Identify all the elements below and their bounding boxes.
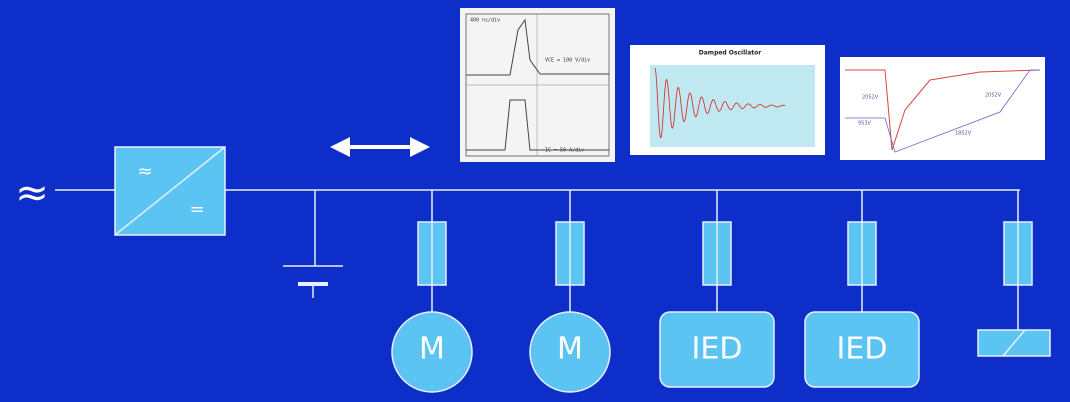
double-arrow — [330, 137, 430, 157]
voltage-scale: VCE = 100 V/div — [545, 58, 590, 64]
load-label: IED — [837, 332, 888, 367]
oscillator-title: Damped Oscillator — [699, 50, 761, 57]
load-label: IED — [692, 332, 743, 367]
transient-label: 2052V — [985, 93, 1002, 99]
oscillator-inset: Damped Oscillator — [630, 45, 825, 155]
transient-label: 2052V — [862, 95, 879, 101]
load-label: M — [419, 332, 445, 367]
diagram: ≈ ≈ = M M IED IED 400 ns/div VCE = 100 V/di… — [0, 0, 1070, 402]
ac-symbol: ≈ — [15, 170, 49, 216]
relay — [978, 330, 1050, 356]
current-scale: IC = 50 A/div — [545, 148, 584, 154]
converter-dc: = — [189, 199, 204, 220]
capacitor — [283, 190, 343, 298]
timebase: 400 ns/div — [470, 18, 500, 24]
load-label: M — [557, 332, 583, 367]
converter-ac: ≈ — [137, 161, 152, 182]
transient-inset: 2052V 2052V 953V 1852V — [840, 57, 1045, 160]
transient-label: 953V — [858, 121, 872, 127]
transient-label: 1852V — [955, 131, 972, 137]
switching-inset: 400 ns/div VCE = 100 V/div IC = 50 A/div — [460, 8, 615, 162]
